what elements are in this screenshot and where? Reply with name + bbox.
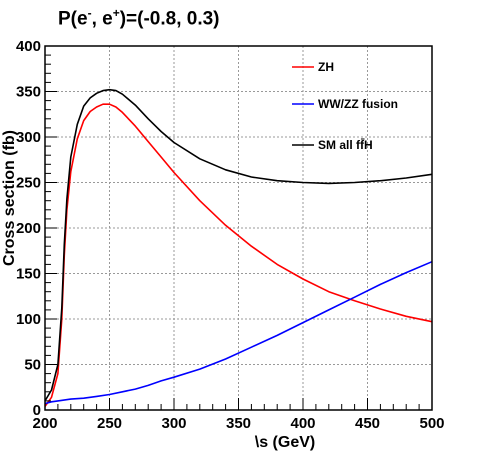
series-line-1 bbox=[44, 260, 433, 405]
y-tick-label: 100 bbox=[16, 311, 41, 328]
x-tick-label: 500 bbox=[419, 415, 444, 432]
legend-label-1: WW/ZZ fusion bbox=[318, 97, 398, 111]
chart-title: P(e-, e+)=(-0.8, 0.3) bbox=[58, 6, 220, 30]
legend: ZH WW/ZZ fusion SM all ff̄H bbox=[292, 60, 398, 152]
axis-ticks: 200 250 300 350 400 450 500 0 50 100 150 200 250 300 3… bbox=[16, 38, 445, 432]
x-tick-label: 400 bbox=[290, 415, 315, 432]
y-tick-label: 150 bbox=[16, 266, 41, 283]
y-tick-label: 300 bbox=[16, 129, 41, 146]
y-tick-label: 200 bbox=[16, 220, 41, 237]
y-tick-label: 250 bbox=[16, 175, 41, 192]
x-tick-label: 250 bbox=[97, 415, 122, 432]
x-axis-title: \s (GeV) bbox=[255, 434, 315, 451]
y-tick-label: 0 bbox=[33, 402, 41, 419]
series-line-2 bbox=[44, 88, 433, 402]
y-tick-label: 350 bbox=[16, 84, 41, 101]
legend-label-0: ZH bbox=[318, 60, 334, 74]
y-tick-label: 50 bbox=[24, 357, 41, 374]
x-tick-label: 200 bbox=[32, 415, 57, 432]
x-tick-label: 300 bbox=[161, 415, 186, 432]
y-axis-title: Cross section (fb) bbox=[1, 130, 18, 266]
y-tick-label: 400 bbox=[16, 38, 41, 55]
grid-lines bbox=[45, 46, 432, 410]
legend-label-2: SM all ff̄H bbox=[318, 138, 373, 152]
x-tick-label: 450 bbox=[355, 415, 380, 432]
x-tick-label: 350 bbox=[226, 415, 251, 432]
series-layer bbox=[44, 88, 433, 407]
